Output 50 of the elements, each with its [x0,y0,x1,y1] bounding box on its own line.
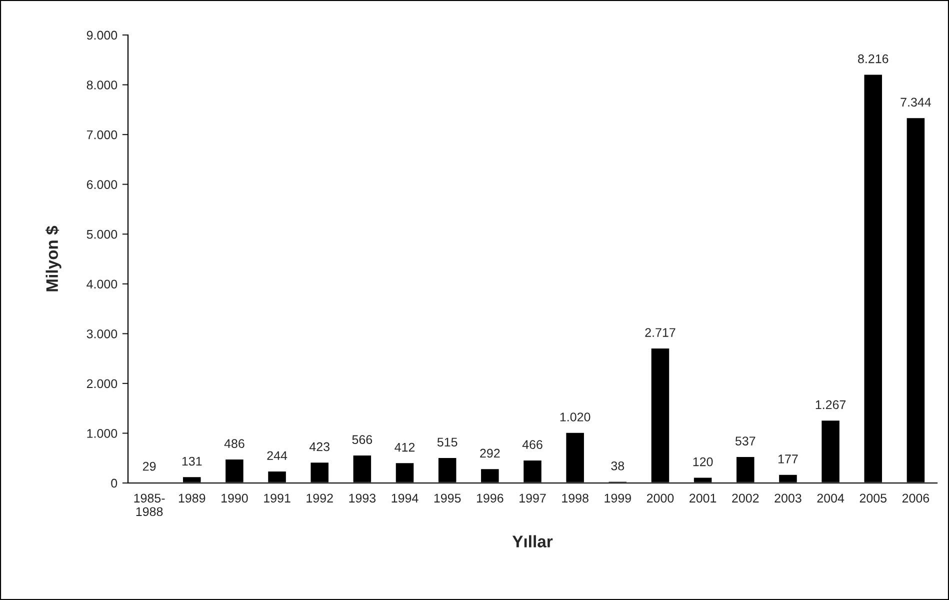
x-tick-label: 2005 [860,494,887,503]
x-tick-label: 1995 [434,494,461,503]
data-label: 131 [182,456,202,466]
x-tick-label: 1990 [222,494,248,503]
x-axis-title: Yıllar [512,535,553,548]
y-tick-label: 0 [111,478,118,488]
x-tick-label: 1985- 1988 [134,494,165,516]
data-label: 292 [480,448,500,458]
data-label: 1.020 [560,412,590,422]
x-tick-label: 2001 [690,494,716,503]
data-label: 177 [778,454,798,464]
y-axis-title: Milyon $ [45,226,62,292]
x-tick-label: 1993 [349,494,376,503]
y-tick-label: 7.000 [86,130,118,140]
x-tick-label: 1998 [562,494,588,503]
data-label: 423 [309,442,330,452]
x-tick-label: 1996 [476,494,504,503]
y-tick-label: 2.000 [86,379,118,388]
x-tick-label: 1992 [306,494,333,503]
y-tick-label: 4.000 [86,280,118,289]
data-label: 486 [224,439,244,448]
data-label: 38 [611,461,624,470]
data-label: 7.344 [900,98,931,107]
y-tick-label: 6.000 [86,180,118,189]
x-tick-label: 2004 [817,494,844,503]
x-tick-label: 1989 [178,494,206,503]
x-tick-label: 2002 [732,494,759,503]
data-label: 1.267 [816,400,846,410]
y-tick-label: 1.000 [87,429,118,438]
x-tick-label: 2003 [774,494,802,503]
data-label: 8.216 [858,54,888,64]
y-tick-label: 9.000 [86,30,118,40]
x-tick-label: 1997 [520,494,546,503]
x-tick-label: 2006 [902,494,930,503]
data-label: 29 [142,462,156,471]
data-label: 566 [352,435,372,444]
y-tick-label: 5.000 [86,230,118,239]
data-label: 2.717 [645,328,676,337]
data-label: 537 [735,436,756,446]
x-tick-label: 2000 [646,494,674,503]
x-tick-label: 1994 [392,494,418,503]
x-tick-label: 1999 [604,494,631,503]
data-label: 515 [437,438,458,447]
data-label: 120 [693,457,713,466]
data-label: 244 [267,451,288,460]
y-tick-label: 3.000 [86,329,118,338]
y-tick-label: 8.000 [86,80,118,90]
data-label: 466 [522,440,542,449]
x-tick-label: 1991 [264,494,290,503]
data-label: 412 [394,442,415,452]
